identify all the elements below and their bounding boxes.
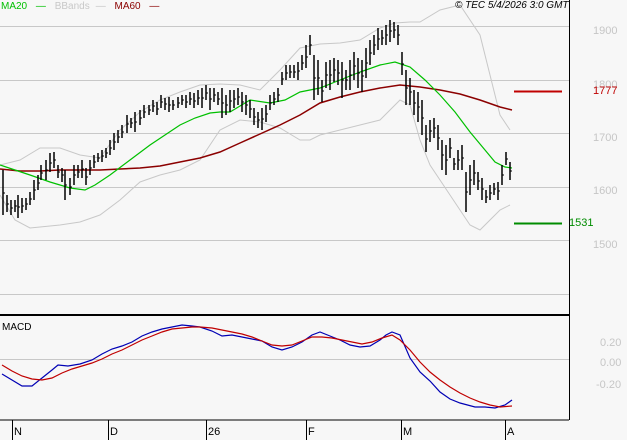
x-label-mar: M: [403, 426, 413, 438]
legend-ma20: MA20 —: [1, 1, 46, 12]
y-label-1600: 1600: [593, 185, 618, 197]
macd-label-neg: -0.20: [596, 379, 622, 391]
x-label-2026: 26: [208, 426, 221, 438]
price-gridlines: [0, 26, 569, 295]
copyright-text: © TEC 5/4/2026 3:0 GMT: [455, 0, 569, 11]
support-label: 1531: [569, 217, 594, 229]
legend-ma60: MA60 —: [114, 1, 160, 12]
ma20-line: [0, 61, 513, 191]
x-ticks: [12, 420, 506, 440]
price-bars: [2, 20, 512, 218]
macd-label-pos: 0.20: [600, 337, 622, 349]
resistance-label: 1777: [593, 85, 618, 97]
macd-title: MACD: [2, 322, 32, 333]
bband-upper: [0, 4, 511, 166]
x-label-nov: N: [14, 426, 22, 438]
macd-signal-line: [1, 326, 513, 408]
x-label-apr: A: [507, 426, 515, 438]
macd-label-zero: 0.00: [600, 357, 622, 369]
y-label-1900: 1900: [593, 25, 618, 37]
x-label-dec: D: [110, 426, 118, 438]
bband-lower: [0, 99, 511, 231]
y-label-1500: 1500: [593, 239, 618, 251]
y-label-1700: 1700: [593, 132, 618, 144]
y-label-1800: 1800: [593, 79, 618, 91]
chart-legend: MA20 — BBands — MA60 —: [1, 1, 165, 12]
legend-bbands: BBands —: [54, 1, 106, 12]
x-label-feb: F: [308, 426, 315, 438]
